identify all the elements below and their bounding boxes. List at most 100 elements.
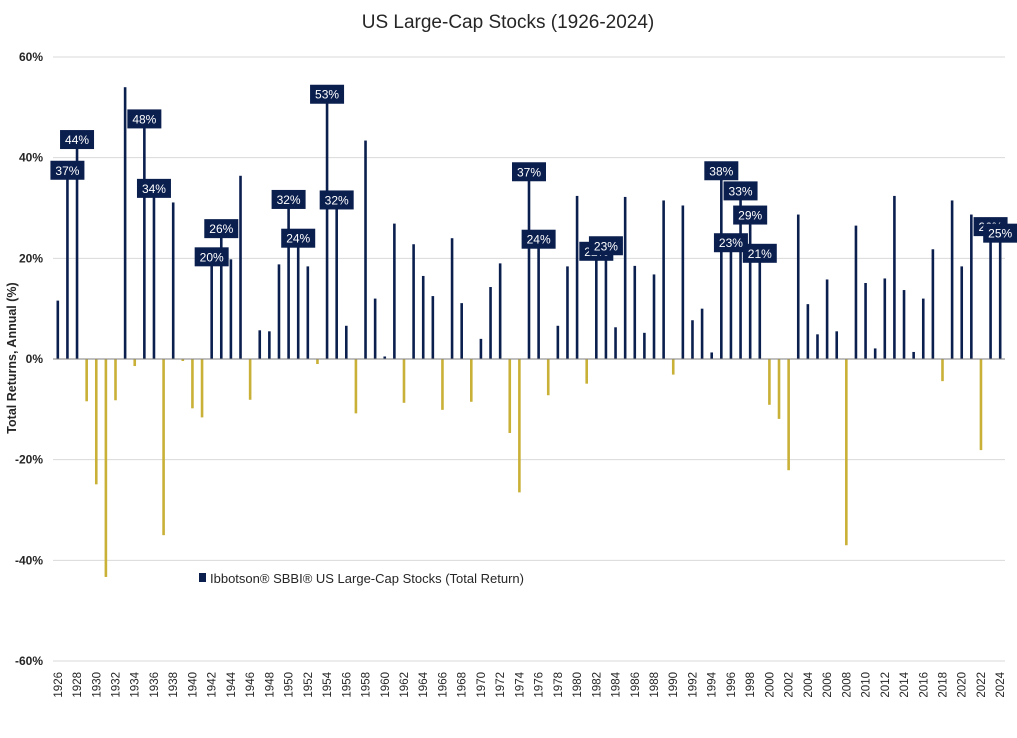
- bar-1994: [710, 352, 714, 359]
- bar-1933: [123, 87, 127, 359]
- bar-1951: [296, 238, 300, 359]
- data-label-text: 37%: [55, 164, 79, 178]
- data-label-1995: 38%: [704, 161, 739, 181]
- bar-2008: [845, 359, 848, 546]
- bar-1970: [479, 338, 483, 359]
- x-tick-label: 2010: [861, 672, 873, 698]
- data-label-1928: 44%: [60, 130, 95, 150]
- data-label-box: [742, 243, 777, 263]
- x-tick-label: 1948: [264, 672, 276, 698]
- bar-1998: [748, 215, 752, 359]
- bar-2012: [883, 278, 887, 359]
- bar-2018: [941, 359, 944, 382]
- data-label-text: 32%: [325, 193, 349, 207]
- bar-1995: [720, 170, 723, 359]
- data-label-text: 44%: [65, 133, 89, 147]
- data-label-1927: 37%: [50, 160, 85, 180]
- bar-1927: [66, 170, 69, 359]
- data-label-box: [271, 189, 306, 209]
- bar-1992: [691, 320, 694, 359]
- bar-1974: [518, 359, 521, 493]
- x-tick-label: 1972: [495, 672, 507, 698]
- data-label-1951: 24%: [281, 228, 316, 248]
- bar-1960: [383, 356, 387, 359]
- bar-2023: [989, 226, 992, 359]
- x-tick-label: 2020: [957, 672, 969, 698]
- bar-1988: [652, 274, 656, 359]
- data-label-box: [310, 84, 345, 104]
- x-tick-label: 1964: [418, 671, 430, 697]
- data-label-box: [713, 233, 748, 253]
- bar-1945: [239, 175, 242, 359]
- bar-1962: [402, 359, 406, 403]
- data-label-1998: 29%: [733, 205, 768, 225]
- bar-2013: [893, 195, 896, 359]
- bar-1952: [306, 266, 310, 359]
- bar-2022: [979, 359, 983, 451]
- data-label-text: 23%: [594, 239, 618, 253]
- x-tick-label: 1952: [303, 672, 315, 698]
- data-label-text: 25%: [988, 227, 1012, 241]
- bar-1929: [85, 359, 88, 402]
- bar-2007: [835, 331, 839, 359]
- bar-1991: [681, 205, 685, 359]
- data-label-2024: 25%: [983, 223, 1017, 243]
- bar-1935: [143, 118, 146, 359]
- bar-2000: [768, 359, 771, 405]
- bar-1964: [421, 275, 425, 359]
- bar-2010: [864, 282, 867, 359]
- bar-1971: [489, 287, 492, 359]
- bar-1997: [739, 190, 742, 359]
- x-tick-label: 1984: [611, 671, 623, 697]
- y-tick-label: 40%: [19, 151, 43, 165]
- x-tick-label: 1988: [649, 672, 661, 698]
- x-tick-label: 2022: [976, 672, 988, 698]
- bar-1961: [393, 223, 396, 359]
- data-label-text: 33%: [729, 184, 753, 198]
- x-tick-label: 2014: [899, 671, 911, 697]
- data-label-1999: 21%: [742, 243, 777, 263]
- data-label-box: [50, 160, 85, 180]
- legend-label: Ibbotson® SBBI® US Large-Cap Stocks (Tot…: [210, 571, 524, 586]
- data-label-text: 26%: [209, 222, 233, 236]
- data-label-box: [319, 190, 354, 210]
- x-tick-label: 1934: [130, 671, 142, 697]
- legend: Ibbotson® SBBI® US Large-Cap Stocks (Tot…: [199, 571, 524, 586]
- data-label-box: [194, 247, 229, 267]
- bar-1999: [758, 253, 762, 359]
- bar-1969: [470, 359, 473, 402]
- bar-1949: [277, 264, 281, 359]
- bar-1957: [354, 359, 358, 414]
- bar-1972: [498, 263, 502, 359]
- data-label-1997: 33%: [723, 181, 758, 201]
- y-tick-label: 60%: [19, 50, 43, 64]
- bar-1936: [152, 188, 156, 359]
- bar-1959: [373, 298, 377, 359]
- bar-2005: [816, 334, 819, 359]
- x-tick-label: 1946: [245, 672, 257, 698]
- bar-2006: [825, 279, 829, 359]
- bar-1965: [431, 296, 435, 359]
- data-label-text: 37%: [517, 165, 541, 179]
- data-label-box: [281, 228, 316, 248]
- data-label-1950: 32%: [271, 189, 306, 209]
- bar-2021: [970, 214, 973, 359]
- bar-1966: [441, 359, 444, 410]
- bar-1937: [162, 359, 165, 536]
- x-tick-label: 1978: [553, 672, 565, 698]
- x-tick-label: 1950: [284, 672, 296, 698]
- data-label-1954: 53%: [310, 84, 345, 104]
- y-tick-label: 0%: [26, 352, 44, 366]
- x-tick-label: 2008: [841, 672, 853, 698]
- x-tick-label: 1982: [591, 672, 603, 698]
- x-tick-label: 1928: [72, 672, 84, 698]
- bar-1956: [344, 325, 348, 359]
- bar-1948: [268, 331, 271, 359]
- x-tick-label: 1980: [572, 672, 584, 698]
- x-tick-label: 1954: [322, 671, 334, 697]
- y-tick-label: -20%: [15, 453, 43, 467]
- x-tick-label: 1976: [534, 672, 546, 698]
- x-tick-label: 2006: [822, 672, 834, 698]
- bar-1975: [527, 171, 531, 359]
